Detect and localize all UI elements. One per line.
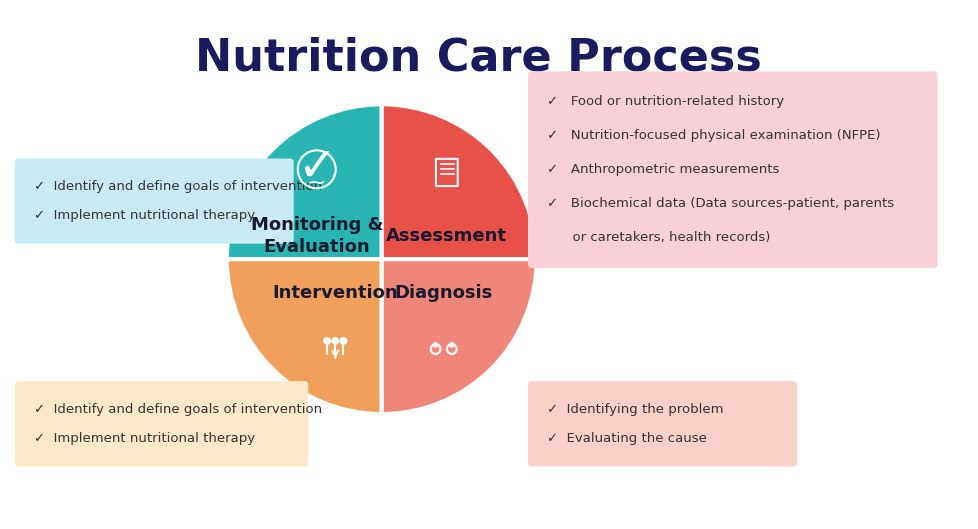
Circle shape — [433, 343, 437, 347]
Text: Monitoring &
Evaluation: Monitoring & Evaluation — [250, 216, 382, 256]
Text: ✓   Biochemical data (Data sources-patient, parents: ✓ Biochemical data (Data sources-patient… — [547, 197, 894, 210]
Text: Nutrition Care Process: Nutrition Care Process — [195, 37, 761, 79]
FancyBboxPatch shape — [15, 381, 308, 467]
Text: ✓   Anthropometric measurements: ✓ Anthropometric measurements — [547, 163, 778, 176]
Wedge shape — [381, 104, 536, 259]
Wedge shape — [227, 259, 381, 414]
Wedge shape — [227, 104, 381, 259]
Text: ✓  Identifying the problem: ✓ Identifying the problem — [547, 403, 723, 416]
Text: ✓   Nutrition-focused physical examination (NFPE): ✓ Nutrition-focused physical examination… — [547, 129, 880, 142]
Text: ✓: ✓ — [297, 147, 335, 192]
Text: Intervention: Intervention — [272, 284, 398, 302]
Text: ✓  Evaluating the cause: ✓ Evaluating the cause — [547, 432, 706, 445]
FancyBboxPatch shape — [527, 71, 937, 268]
Circle shape — [449, 343, 454, 347]
Text: ✓  Identify and define goals of intervention: ✓ Identify and define goals of intervent… — [34, 180, 322, 193]
Text: Diagnosis: Diagnosis — [394, 284, 492, 302]
Text: ✓  Identify and define goals of intervention: ✓ Identify and define goals of intervent… — [34, 403, 322, 416]
Text: ✓  Implement nutritional therapy: ✓ Implement nutritional therapy — [34, 209, 255, 222]
FancyBboxPatch shape — [15, 159, 293, 244]
Circle shape — [339, 338, 346, 344]
Text: ~: ~ — [306, 171, 327, 194]
Text: Assessment: Assessment — [386, 227, 507, 245]
Wedge shape — [381, 259, 536, 414]
FancyBboxPatch shape — [527, 381, 796, 467]
Text: ✓  Implement nutritional therapy: ✓ Implement nutritional therapy — [34, 432, 255, 445]
Circle shape — [332, 338, 338, 344]
Text: ✓   Food or nutrition-related history: ✓ Food or nutrition-related history — [547, 95, 783, 108]
Circle shape — [324, 338, 330, 344]
Text: or caretakers, health records): or caretakers, health records) — [547, 231, 770, 244]
